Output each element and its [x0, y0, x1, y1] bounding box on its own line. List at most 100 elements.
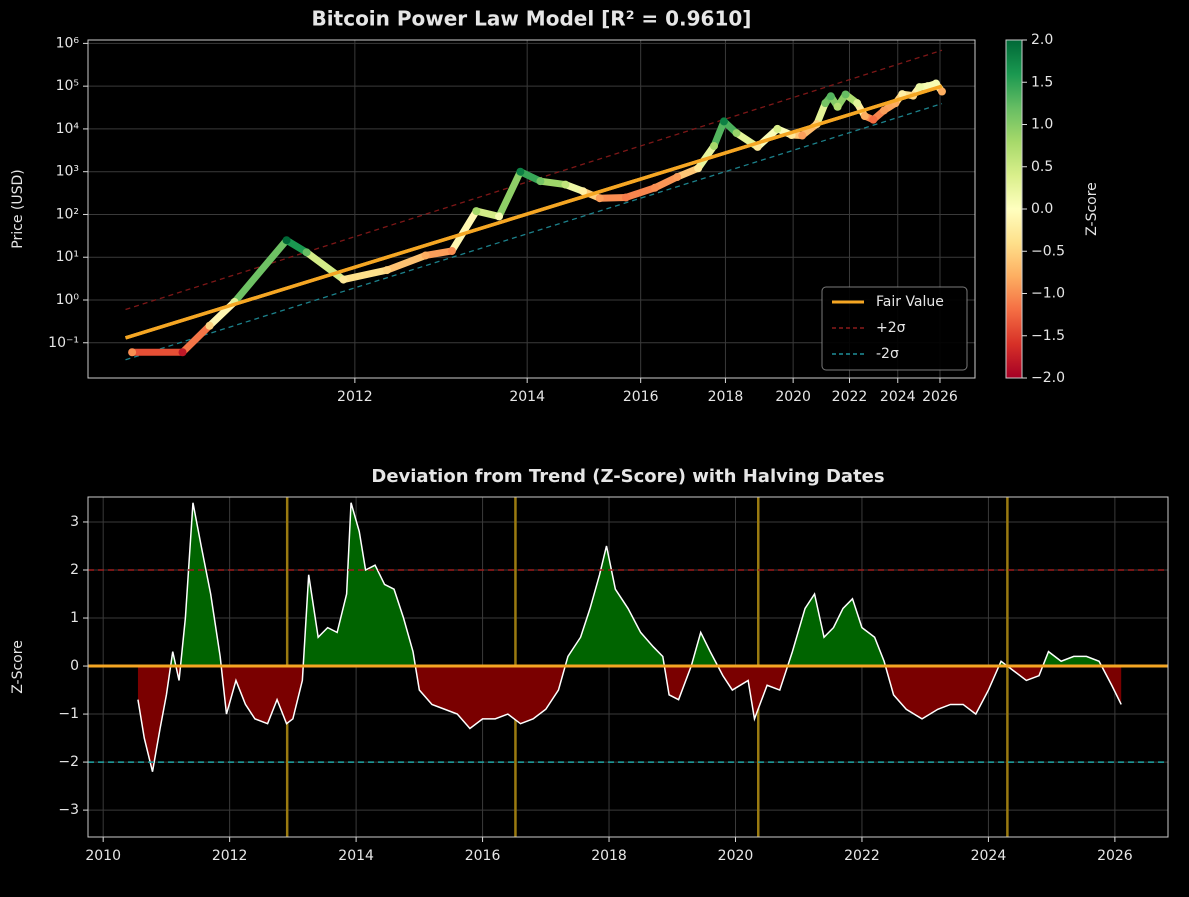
price-segment	[596, 193, 630, 202]
price-point	[841, 90, 850, 99]
price-point	[302, 248, 311, 257]
price-point	[472, 207, 481, 216]
price-point	[937, 87, 946, 96]
y-axis-label: Z-Score	[10, 640, 26, 694]
colorbar-tick-label: −0.5	[1031, 243, 1065, 259]
z-score-line	[137, 502, 1122, 772]
price-point	[915, 83, 924, 92]
chart-title: Bitcoin Power Law Model [R² = 0.9610]	[312, 7, 752, 31]
area-below	[137, 666, 1122, 772]
price-segment	[231, 236, 291, 306]
price-point	[595, 194, 604, 203]
price-segment	[710, 117, 728, 150]
price-point	[383, 266, 392, 275]
colorbar-label: Z-Score	[1084, 182, 1100, 236]
price-segment	[422, 247, 456, 259]
x-tick-label: 2024	[880, 389, 916, 405]
y-tick-label: 10⁻¹	[48, 335, 79, 351]
price-point	[339, 275, 348, 284]
x-tick-label: 2016	[623, 389, 659, 405]
y-tick-label: 10⁵	[56, 78, 79, 94]
y-axis-label: Price (USD)	[10, 169, 26, 248]
colorbar-tick-label: 1.0	[1031, 117, 1053, 133]
x-tick-label: 2026	[1097, 848, 1133, 864]
chart-title: Deviation from Trend (Z-Score) with Halv…	[371, 466, 884, 487]
price-segment	[448, 207, 480, 255]
y-tick-label: 10³	[56, 164, 79, 180]
price-point	[516, 167, 525, 176]
colorbar	[1005, 39, 1023, 379]
price-point	[719, 117, 728, 126]
price-point	[853, 99, 862, 108]
price-point	[879, 106, 888, 115]
price-segment	[622, 184, 659, 201]
plot-frame	[87, 496, 1169, 838]
y-tick-label: 0	[70, 658, 79, 674]
y-tick-label: −2	[58, 754, 79, 770]
price-segment	[754, 125, 781, 151]
legend-label: -2σ	[876, 346, 899, 362]
x-tick-label: 2022	[832, 389, 868, 405]
plot-frame	[87, 39, 976, 379]
price-point	[579, 187, 588, 196]
price-point	[773, 124, 782, 133]
price-point	[821, 99, 830, 108]
price-segment	[179, 322, 214, 356]
price-segment	[651, 173, 681, 192]
price-point	[833, 102, 842, 111]
price-point	[694, 164, 703, 173]
price-segment	[303, 248, 347, 284]
y-tick-label: −1	[58, 706, 79, 722]
y-tick-label: −3	[58, 802, 79, 818]
x-tick-label: 2012	[337, 389, 373, 405]
y-tick-label: 10²	[56, 206, 79, 222]
price-point	[421, 251, 430, 260]
x-tick-label: 2022	[844, 848, 880, 864]
price-point	[495, 212, 504, 221]
price-point	[710, 141, 719, 150]
price-point	[178, 348, 187, 357]
fair-value-line	[125, 84, 943, 340]
y-tick-label: 10⁰	[56, 292, 80, 308]
y-tick-label: 10¹	[56, 249, 79, 265]
legend-label: +2σ	[876, 320, 906, 336]
price-segment	[383, 251, 430, 274]
x-tick-label: 2020	[775, 389, 811, 405]
reference-line	[125, 49, 943, 311]
price-point	[860, 112, 869, 121]
price-point	[869, 115, 878, 124]
y-tick-label: 10⁶	[56, 35, 80, 51]
price-point	[650, 183, 659, 192]
x-tick-label: 2020	[718, 848, 754, 864]
x-tick-label: 2014	[509, 389, 545, 405]
price-point	[282, 236, 291, 245]
price-point	[673, 173, 682, 182]
colorbar-tick-label: 1.5	[1031, 74, 1053, 90]
y-tick-label: 3	[70, 514, 79, 530]
x-tick-label: 2014	[338, 848, 374, 864]
price-point	[798, 131, 807, 140]
price-segment	[536, 177, 569, 189]
colorbar-tick-label: 2.0	[1031, 32, 1053, 48]
x-tick-label: 2026	[922, 389, 958, 405]
price-point	[561, 180, 570, 189]
y-tick-label: 10⁴	[56, 121, 80, 137]
x-tick-label: 2018	[591, 848, 627, 864]
x-tick-label: 2018	[708, 389, 744, 405]
price-point	[128, 348, 137, 357]
colorbar-tick-label: 0.5	[1031, 159, 1053, 175]
x-tick-label: 2010	[85, 848, 121, 864]
price-point	[536, 177, 545, 186]
reference-line	[125, 103, 943, 361]
area-above	[170, 502, 1102, 667]
price-point	[205, 321, 214, 330]
price-point	[447, 246, 456, 255]
x-tick-label: 2012	[212, 848, 248, 864]
legend-box	[821, 286, 968, 371]
y-tick-label: 1	[70, 610, 79, 626]
price-point	[826, 92, 835, 101]
x-tick-label: 2016	[465, 848, 501, 864]
x-tick-label: 2024	[971, 848, 1007, 864]
price-segment	[495, 168, 524, 220]
